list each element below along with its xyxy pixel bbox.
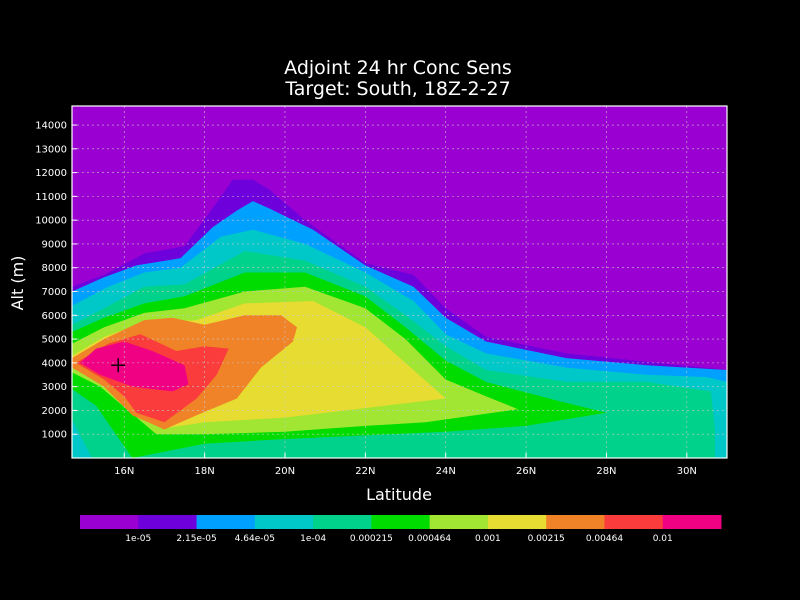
colorbar: 1e-05 2.15e-05 4.64e-05 1e-04 0.000215 0.0004… — [80, 515, 722, 544]
x-tick-label: 20N — [275, 466, 295, 477]
chart-title: Adjoint 24 hr Conc Sens — [284, 57, 512, 79]
colorbar-swatch — [604, 515, 664, 529]
contour-level-10 — [80, 341, 189, 392]
colorbar-swatch — [487, 515, 547, 529]
x-tick-label: 18N — [194, 466, 214, 477]
x-tick-label: 22N — [355, 466, 375, 477]
colorbar-label: 1e-04 — [300, 534, 326, 544]
y-tick-label: 3000 — [42, 382, 67, 393]
contour-fills — [72, 179, 727, 458]
y-tick-label: 11000 — [35, 192, 67, 203]
x-tick-label: 24N — [436, 466, 456, 477]
colorbar-swatch — [429, 515, 489, 529]
y-tick-label: 2000 — [42, 406, 67, 417]
colorbar-label: 0.00215 — [528, 534, 565, 544]
grid-lines — [72, 106, 727, 458]
colorbar-swatch — [254, 515, 314, 529]
colorbar-label: 0.000464 — [408, 534, 451, 544]
x-tick-label: 16N — [114, 466, 134, 477]
colorbar-swatch — [546, 515, 605, 529]
colorbar-label: 0.000215 — [350, 534, 393, 544]
y-tick-label: 4000 — [42, 358, 67, 369]
colorbar-swatch — [313, 515, 372, 529]
colorbar-swatch — [196, 515, 256, 529]
colorbar-label: 4.64e-05 — [235, 534, 275, 544]
y-tick-label: 7000 — [42, 287, 67, 298]
y-tick-label: 10000 — [35, 216, 67, 227]
x-axis-ticks: 16N 18N 20N 22N 24N 26N 28N 30N — [114, 453, 697, 477]
colorbar-swatch — [80, 515, 139, 529]
colorbar-label: 0.01 — [653, 534, 673, 544]
y-tick-label: 9000 — [42, 239, 67, 250]
y-axis-label: Alt (m) — [8, 256, 27, 311]
y-tick-label: 13000 — [35, 144, 67, 155]
y-tick-label: 14000 — [35, 121, 67, 132]
colorbar-swatch — [662, 515, 722, 529]
colorbar-label: 2.15e-05 — [176, 534, 216, 544]
y-tick-label: 1000 — [42, 430, 67, 441]
y-tick-label: 8000 — [42, 263, 67, 274]
y-tick-label: 12000 — [35, 168, 67, 179]
x-tick-label: 28N — [596, 466, 616, 477]
chart-subtitle: Target: South, 18Z-2-27 — [284, 78, 510, 100]
plot-frame — [71, 105, 728, 459]
colorbar-swatch — [371, 515, 431, 529]
y-tick-label: 5000 — [42, 335, 67, 346]
x-axis-label: Latitude — [366, 485, 432, 504]
colorbar-label: 1e-05 — [125, 534, 151, 544]
colorbar-swatch — [138, 515, 198, 529]
colorbar-label: 0.00464 — [586, 534, 623, 544]
y-axis-ticks: 1000 2000 3000 4000 5000 6000 7000 8000 9000 1000… — [35, 121, 77, 441]
x-tick-label: 30N — [677, 466, 697, 477]
x-tick-label: 26N — [516, 466, 536, 477]
target-marker — [111, 358, 126, 373]
y-tick-label: 6000 — [42, 311, 67, 322]
colorbar-label: 0.001 — [475, 534, 501, 544]
